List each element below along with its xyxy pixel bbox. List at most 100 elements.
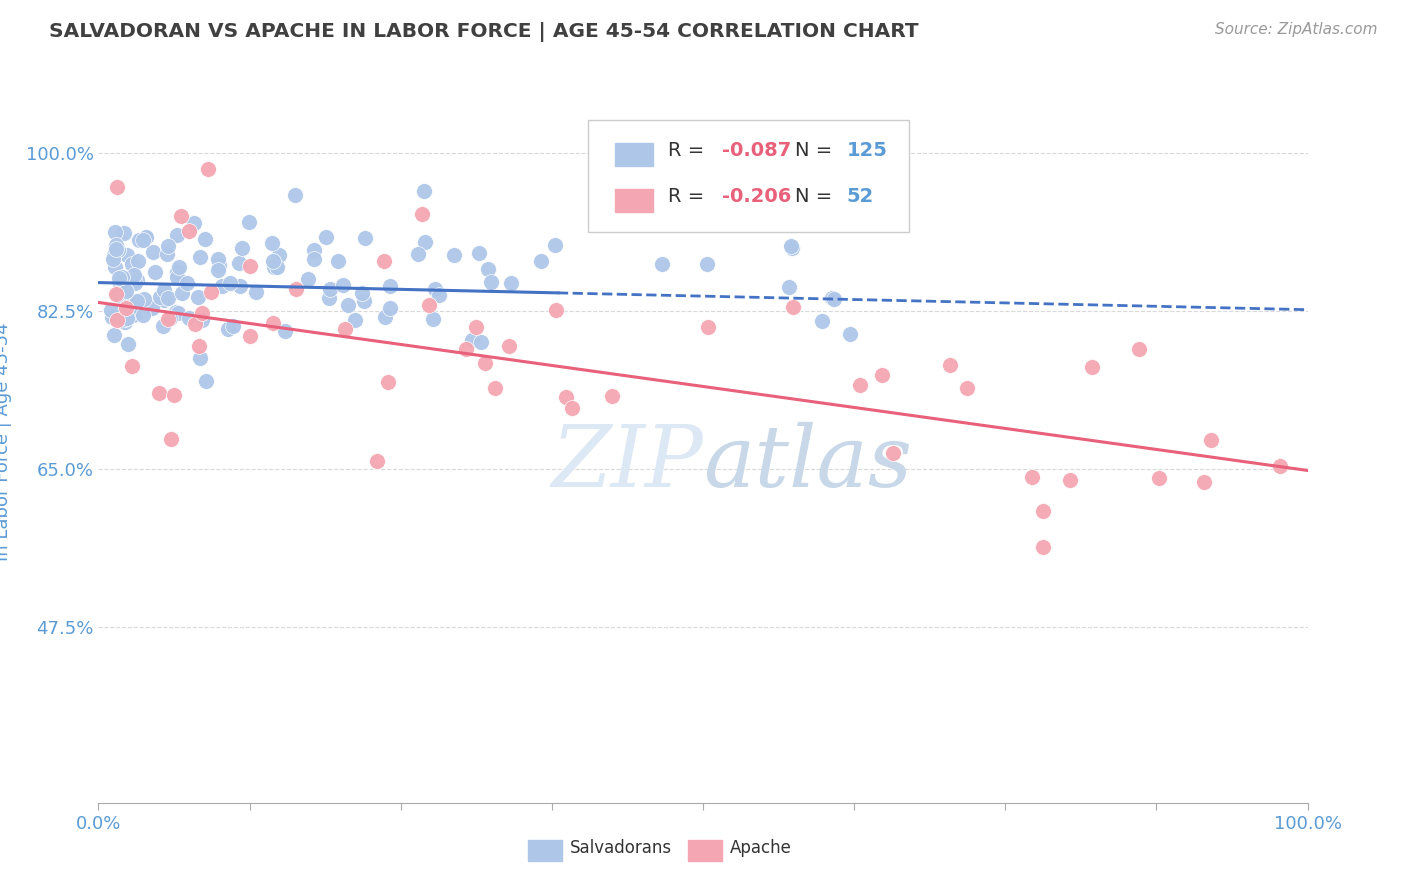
Point [839, 327, 862, 342]
Point [159, 310, 181, 325]
Point [149, 290, 172, 304]
Point [110, 269, 132, 284]
Point [811, 313, 834, 327]
Point [373, 254, 395, 268]
Point [132, 292, 155, 306]
Text: R =: R = [668, 142, 710, 161]
Point [882, 445, 904, 459]
Point [132, 308, 155, 322]
Point [170, 286, 193, 301]
Point [378, 278, 401, 293]
Point [208, 258, 231, 272]
Text: Apache: Apache [730, 839, 792, 857]
Point [100, 303, 122, 318]
Point [163, 388, 186, 402]
Text: Salvadorans: Salvadorans [569, 839, 672, 857]
Point [1268, 458, 1291, 473]
Point [207, 263, 229, 277]
Point [166, 265, 188, 279]
Point [870, 368, 893, 382]
Point [418, 298, 440, 312]
Point [498, 339, 520, 353]
Point [197, 162, 219, 177]
Point [413, 235, 436, 249]
Point [474, 356, 496, 370]
Point [219, 276, 242, 290]
Point [267, 248, 290, 262]
Point [602, 389, 624, 403]
Point [187, 290, 209, 304]
Point [231, 241, 253, 255]
Point [105, 238, 128, 252]
Point [167, 306, 190, 320]
Point [302, 252, 325, 267]
Point [115, 284, 138, 298]
Point [284, 188, 307, 202]
Point [344, 313, 367, 327]
Point [374, 310, 396, 324]
Point [1032, 540, 1054, 554]
Point [467, 245, 489, 260]
Point [651, 257, 673, 271]
Point [101, 310, 124, 324]
Point [1199, 434, 1222, 448]
Point [484, 381, 506, 395]
Point [160, 432, 183, 446]
Point [111, 290, 134, 304]
Point [333, 321, 356, 335]
Point [778, 280, 800, 294]
Point [104, 225, 127, 239]
Point [326, 254, 349, 268]
Point [184, 317, 207, 331]
Point [561, 401, 583, 415]
Point [148, 385, 170, 400]
Point [262, 253, 284, 268]
Point [114, 315, 136, 329]
Point [696, 256, 718, 270]
Bar [614, 143, 654, 166]
Point [103, 248, 125, 262]
Point [152, 318, 174, 333]
Point [1192, 475, 1215, 489]
Point [195, 374, 218, 388]
Point [477, 261, 499, 276]
Point [530, 254, 553, 268]
Point [1149, 470, 1171, 484]
Point [167, 260, 190, 274]
Point [115, 301, 138, 315]
Point [239, 259, 262, 273]
Text: SALVADORAN VS APACHE IN LABOR FORCE | AGE 45-54 CORRELATION CHART: SALVADORAN VS APACHE IN LABOR FORCE | AG… [49, 22, 920, 42]
Point [332, 277, 354, 292]
Point [103, 328, 125, 343]
Text: ZIP: ZIP [551, 422, 703, 505]
Point [302, 243, 325, 257]
Point [124, 277, 146, 291]
Point [780, 239, 803, 253]
Point [115, 248, 138, 262]
Bar [614, 189, 654, 212]
Point [125, 273, 148, 287]
Point [555, 390, 578, 404]
Bar [527, 840, 561, 861]
Point [238, 215, 260, 229]
Point [105, 179, 128, 194]
Point [124, 268, 146, 283]
Point [105, 313, 128, 327]
Point [245, 285, 267, 299]
Point [200, 285, 222, 300]
Text: -0.087: -0.087 [723, 142, 792, 161]
Point [229, 279, 252, 293]
Point [479, 275, 502, 289]
Point [176, 276, 198, 290]
FancyBboxPatch shape [588, 120, 908, 232]
Point [117, 336, 139, 351]
Bar [689, 840, 723, 861]
Point [207, 252, 229, 266]
Point [319, 282, 342, 296]
Text: atlas: atlas [703, 422, 912, 505]
Point [124, 297, 146, 311]
Point [134, 230, 156, 244]
Point [114, 308, 136, 322]
Point [543, 237, 565, 252]
Point [211, 278, 233, 293]
